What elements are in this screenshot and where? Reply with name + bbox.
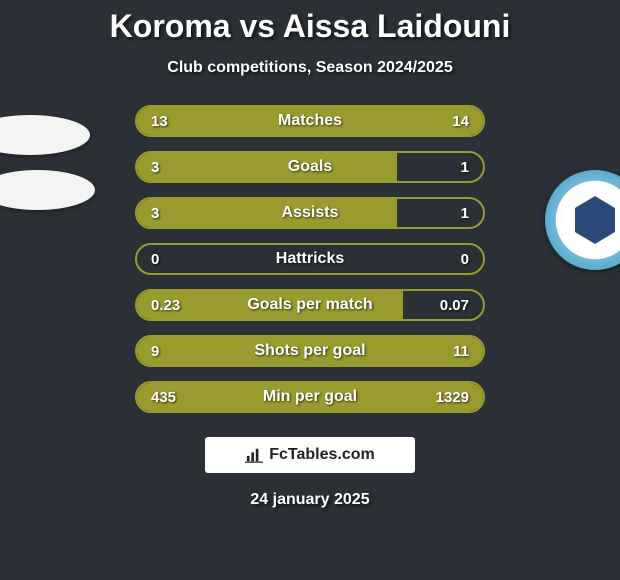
date-label: 24 january 2025 — [0, 491, 620, 509]
stat-label: Assists — [282, 204, 339, 222]
stat-label: Shots per goal — [254, 342, 365, 360]
stat-fill-left — [137, 199, 397, 227]
stat-value-right: 0 — [461, 251, 469, 268]
stat-fill-left — [137, 153, 397, 181]
stat-fill-left — [137, 383, 224, 411]
stat-value-right: 1 — [461, 159, 469, 176]
stat-bar: 3 Assists 1 — [135, 197, 485, 229]
stat-value-right: 14 — [452, 113, 469, 130]
stat-bar: 13 Matches 14 — [135, 105, 485, 137]
stat-value-left: 435 — [151, 389, 176, 406]
stat-label: Hattricks — [276, 250, 344, 268]
team-right-logo — [545, 170, 620, 270]
stat-value-left: 3 — [151, 205, 159, 222]
subtitle: Club competitions, Season 2024/2025 — [0, 59, 620, 77]
stat-label: Min per goal — [263, 388, 357, 406]
page-title: Koroma vs Aissa Laidouni — [0, 0, 620, 45]
stat-bar: 435 Min per goal 1329 — [135, 381, 485, 413]
stat-bar: 3 Goals 1 — [135, 151, 485, 183]
stat-value-left: 0 — [151, 251, 159, 268]
branding-text: FcTables.com — [269, 446, 375, 464]
team-left-logo-1 — [0, 115, 90, 155]
stat-label: Goals — [288, 158, 332, 176]
stat-label: Goals per match — [247, 296, 372, 314]
stat-value-right: 11 — [453, 343, 469, 360]
team-left-logo-2 — [0, 170, 95, 210]
stat-label: Matches — [278, 112, 342, 130]
stat-value-left: 9 — [151, 343, 159, 360]
stat-value-left: 0.23 — [151, 297, 180, 314]
branding-badge[interactable]: FcTables.com — [205, 437, 415, 473]
team-right-logo-emblem — [575, 196, 615, 244]
stat-value-right: 0.07 — [440, 297, 469, 314]
stat-bar: 0 Hattricks 0 — [135, 243, 485, 275]
stat-value-left: 13 — [151, 113, 168, 130]
chart-icon — [245, 447, 263, 463]
stat-bar: 9 Shots per goal 11 — [135, 335, 485, 367]
stat-value-right: 1329 — [436, 389, 469, 406]
stat-value-left: 3 — [151, 159, 159, 176]
stats-container: 13Matches143Goals13Assists10Hattricks00.… — [135, 105, 485, 413]
stat-value-right: 1 — [461, 205, 469, 222]
stat-bar: 0.23 Goals per match 0.07 — [135, 289, 485, 321]
